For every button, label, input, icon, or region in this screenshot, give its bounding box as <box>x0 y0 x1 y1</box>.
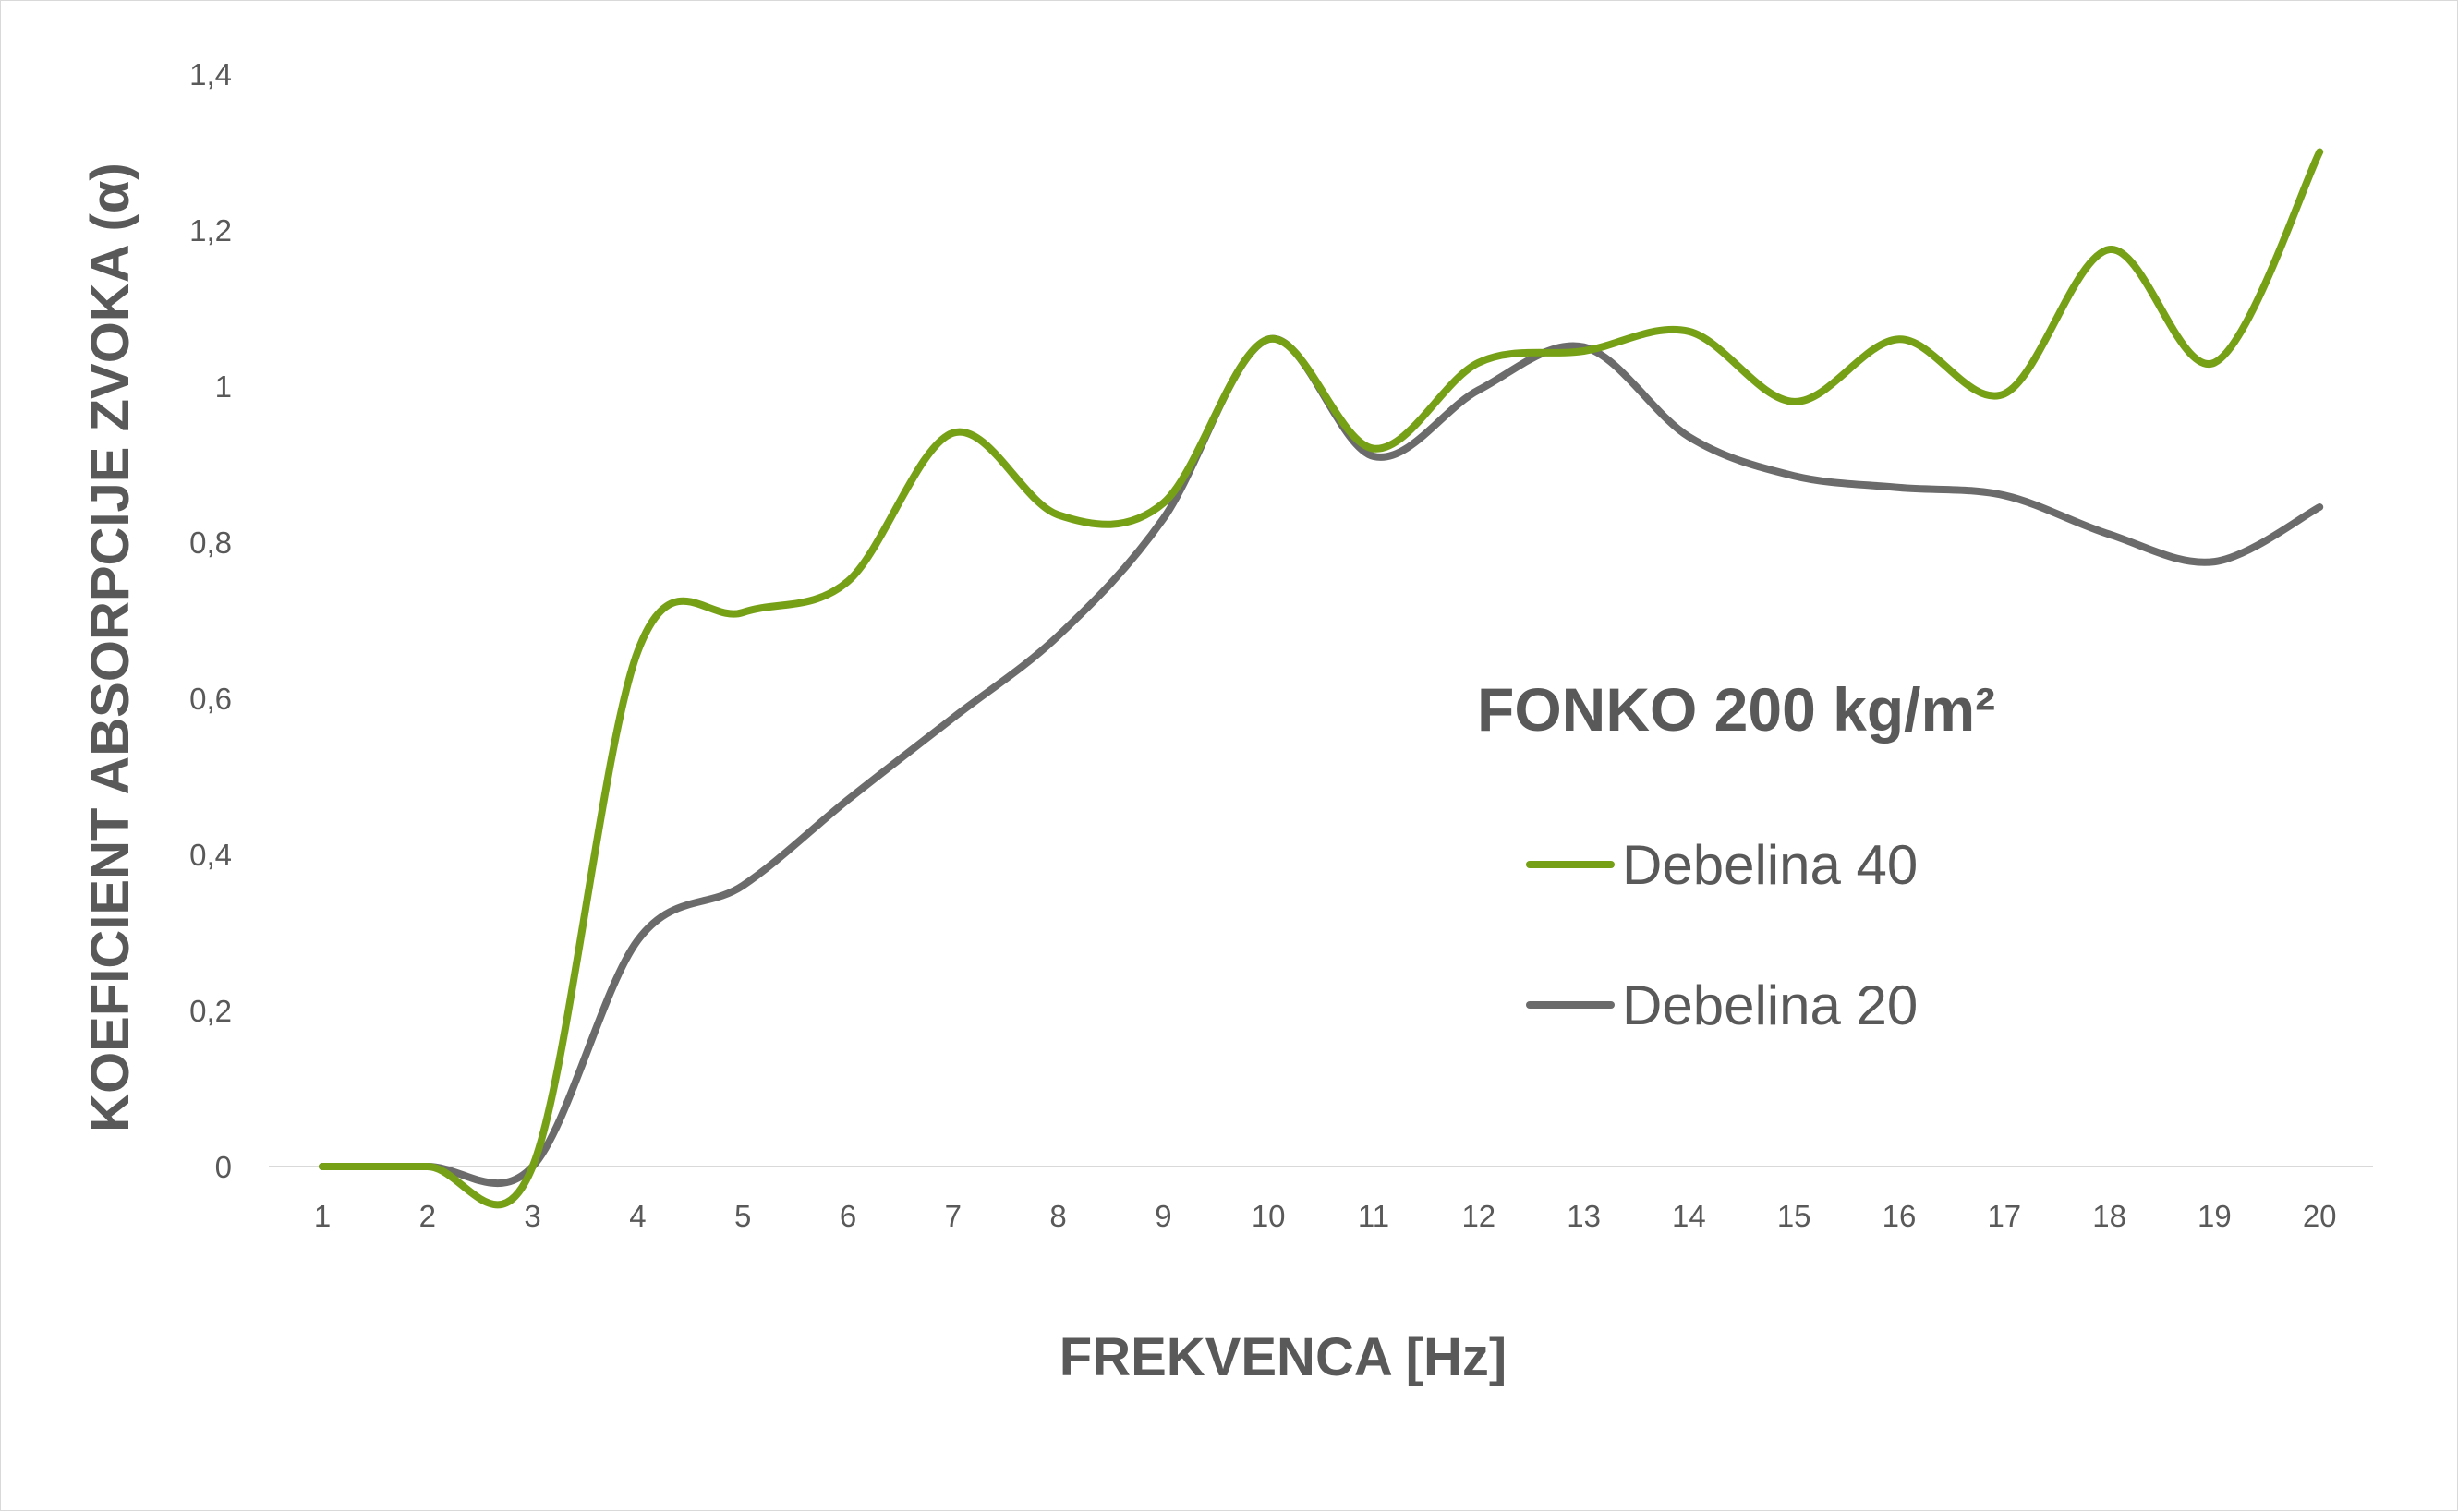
chart-title: FONKO 200 kg/m² <box>1477 675 1995 744</box>
y-axis-title: KOEFICIENT ABSORPCIJE ZVOKA (α) <box>80 163 140 1132</box>
x-tick-label: 11 <box>1358 1199 1389 1233</box>
x-tick-label: 1 <box>314 1199 331 1233</box>
x-tick-label: 18 <box>2092 1199 2126 1233</box>
x-tick-label: 16 <box>1883 1199 1917 1233</box>
y-axis: 0 0,2 0,4 0,6 0,8 1 1,2 1,4 <box>189 57 232 1184</box>
x-tick-label: 9 <box>1155 1199 1171 1233</box>
y-tick-label: 0,4 <box>189 838 232 872</box>
series-line-2 <box>319 334 2324 1188</box>
legend-label: Debelina 20 <box>1622 974 1918 1036</box>
series-line-1 <box>319 148 2324 1209</box>
y-tick-label: 1 <box>215 369 232 404</box>
x-tick-label: 10 <box>1252 1199 1286 1233</box>
legend: Debelina 40 Debelina 20 <box>1526 834 1918 1036</box>
x-tick-label: 20 <box>2303 1199 2337 1233</box>
y-tick-label: 0,8 <box>189 526 232 560</box>
x-tick-label: 12 <box>1461 1199 1495 1233</box>
x-tick-label: 19 <box>2198 1199 2232 1233</box>
x-tick-label: 8 <box>1049 1199 1066 1233</box>
x-axis: 1 2 3 4 5 6 7 8 9 10 11 12 13 14 15 16 17 18 19 20 <box>269 1166 2373 1233</box>
x-tick-label: 7 <box>945 1199 962 1233</box>
x-tick-label: 4 <box>629 1199 646 1233</box>
x-tick-label: 15 <box>1777 1199 1811 1233</box>
x-tick-label: 6 <box>840 1199 856 1233</box>
y-tick-label: 0,2 <box>189 994 232 1028</box>
y-tick-label: 1,2 <box>189 213 232 248</box>
x-tick-label: 17 <box>1987 1199 2021 1233</box>
x-tick-label: 3 <box>524 1199 540 1233</box>
x-axis-title: FREKVENCA [Hz] <box>1059 1327 1507 1387</box>
legend-label: Debelina 40 <box>1622 834 1918 896</box>
x-tick-label: 2 <box>419 1199 436 1233</box>
y-tick-label: 0,6 <box>189 682 232 716</box>
x-tick-label: 5 <box>734 1199 751 1233</box>
y-tick-label: 1,4 <box>189 57 232 91</box>
series-lines <box>319 148 2324 1209</box>
x-tick-label: 13 <box>1567 1199 1601 1233</box>
x-tick-label: 14 <box>1672 1199 1706 1233</box>
y-tick-label: 0 <box>215 1150 232 1184</box>
